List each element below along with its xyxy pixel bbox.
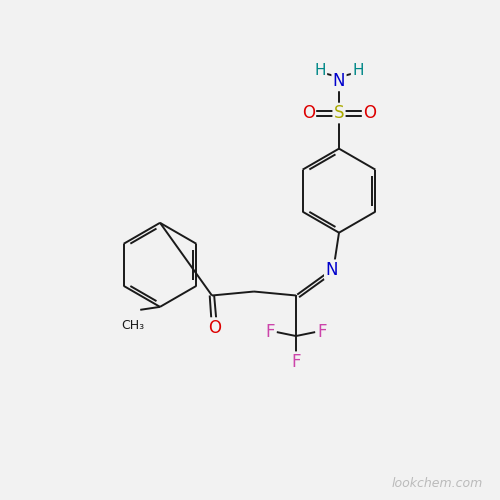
Text: H: H bbox=[352, 62, 364, 78]
Text: O: O bbox=[208, 318, 221, 336]
Text: F: F bbox=[291, 352, 300, 370]
Text: N: N bbox=[333, 72, 345, 90]
Text: N: N bbox=[326, 261, 338, 279]
Text: lookchem.com: lookchem.com bbox=[391, 477, 482, 490]
Text: CH₃: CH₃ bbox=[122, 319, 145, 332]
Text: O: O bbox=[302, 104, 315, 122]
Text: S: S bbox=[334, 104, 344, 122]
Text: H: H bbox=[314, 62, 326, 78]
Text: F: F bbox=[266, 323, 275, 341]
Text: F: F bbox=[317, 323, 326, 341]
Text: O: O bbox=[363, 104, 376, 122]
